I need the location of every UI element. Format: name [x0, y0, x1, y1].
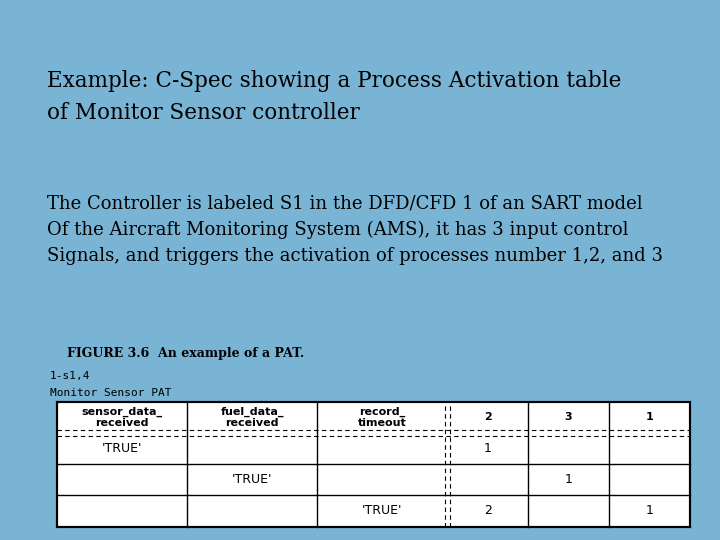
Text: Monitor Sensor PAT: Monitor Sensor PAT: [50, 388, 171, 398]
Text: 1: 1: [646, 504, 654, 517]
Text: sensor_data_
received: sensor_data_ received: [81, 407, 163, 428]
Text: 3: 3: [564, 413, 572, 422]
Text: record_
timeout: record_ timeout: [358, 407, 407, 428]
Text: 2: 2: [484, 504, 492, 517]
Text: 'TRUE': 'TRUE': [362, 504, 402, 517]
Text: 2: 2: [484, 413, 492, 422]
Text: 1: 1: [484, 442, 492, 455]
Text: The Controller is labeled S1 in the DFD/CFD 1 of an SART model
Of the Aircraft M: The Controller is labeled S1 in the DFD/…: [47, 195, 662, 265]
Text: fuel_data_
received: fuel_data_ received: [220, 407, 284, 428]
Text: 1: 1: [646, 413, 653, 422]
Text: 1-s1,4: 1-s1,4: [50, 371, 91, 381]
Text: 1: 1: [564, 473, 572, 486]
Text: 'TRUE': 'TRUE': [232, 473, 272, 486]
Text: 'TRUE': 'TRUE': [102, 442, 142, 455]
Text: Example: C-Spec showing a Process Activation table
of Monitor Sensor controller: Example: C-Spec showing a Process Activa…: [47, 70, 621, 124]
Text: FIGURE 3.6  An example of a PAT.: FIGURE 3.6 An example of a PAT.: [67, 347, 304, 360]
